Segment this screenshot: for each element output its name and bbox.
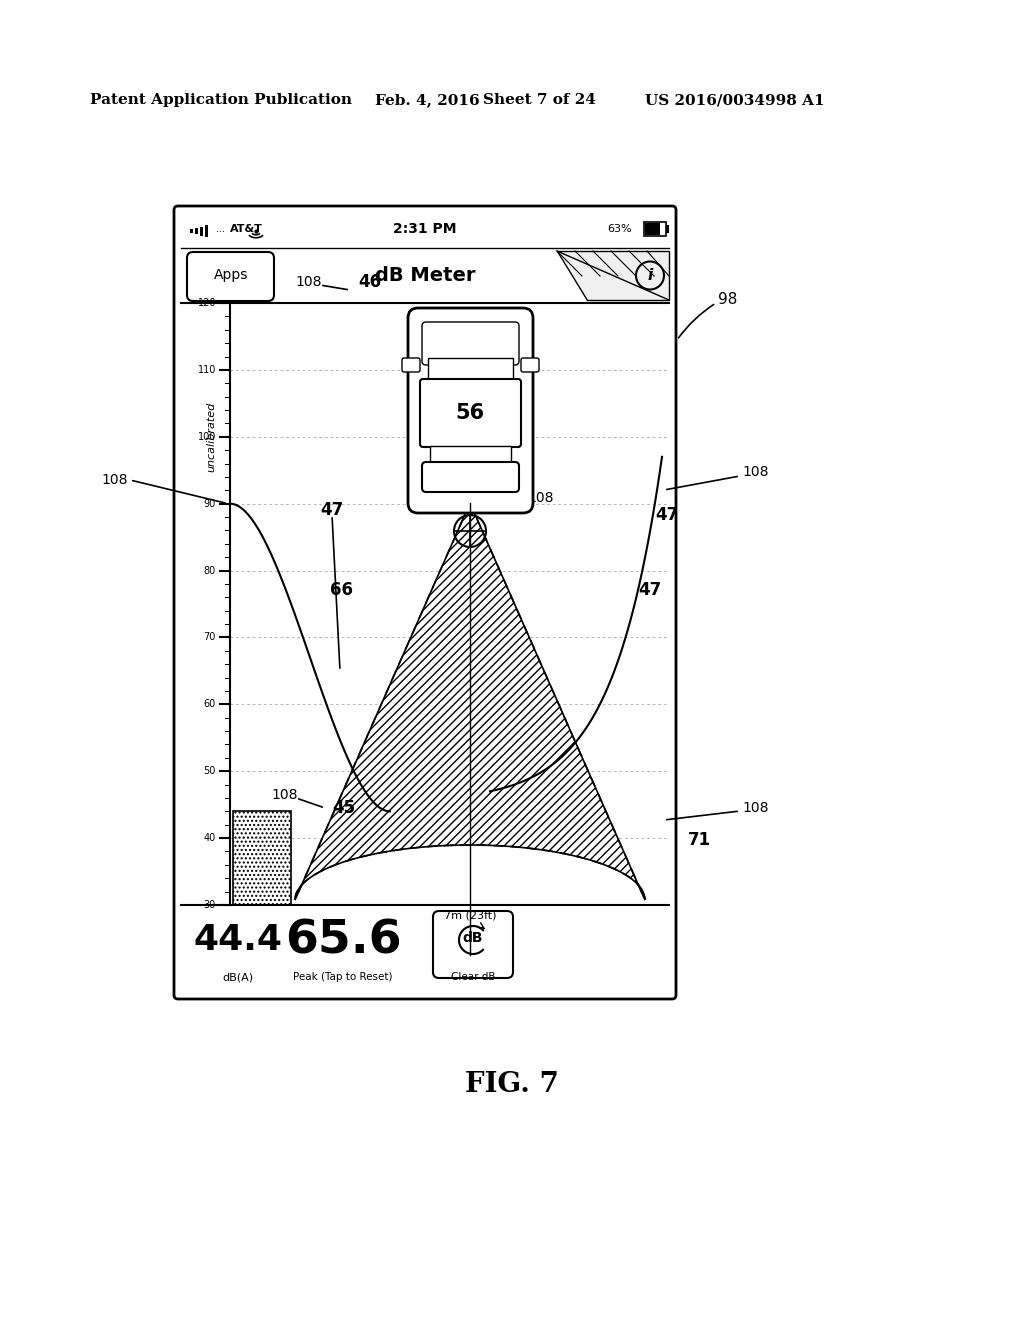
Bar xyxy=(666,224,669,234)
FancyBboxPatch shape xyxy=(521,358,539,372)
Text: i: i xyxy=(647,268,652,282)
FancyBboxPatch shape xyxy=(408,308,534,513)
Text: dB: dB xyxy=(463,931,483,945)
Text: 70: 70 xyxy=(204,632,216,643)
FancyBboxPatch shape xyxy=(402,358,420,372)
Text: Sheet 7 of 24: Sheet 7 of 24 xyxy=(483,92,596,107)
FancyBboxPatch shape xyxy=(422,322,519,366)
Bar xyxy=(205,224,208,238)
FancyBboxPatch shape xyxy=(433,911,513,978)
Text: 90: 90 xyxy=(204,499,216,508)
Text: 98: 98 xyxy=(718,293,737,308)
Text: Patent Application Publication: Patent Application Publication xyxy=(90,92,352,107)
Text: 108: 108 xyxy=(742,465,768,479)
Text: dB Meter: dB Meter xyxy=(375,267,475,285)
Text: 108: 108 xyxy=(527,491,554,506)
Text: 71: 71 xyxy=(688,832,711,849)
Text: 63%: 63% xyxy=(607,224,632,234)
Text: 60: 60 xyxy=(204,700,216,709)
Text: Clear dB: Clear dB xyxy=(451,972,496,982)
Text: FIG. 7: FIG. 7 xyxy=(465,1072,559,1098)
FancyBboxPatch shape xyxy=(174,206,676,999)
Text: Peak (Tap to Reset): Peak (Tap to Reset) xyxy=(293,972,393,982)
Text: Apps: Apps xyxy=(214,268,248,282)
Text: dB(A): dB(A) xyxy=(222,972,254,982)
Text: US 2016/0034998 A1: US 2016/0034998 A1 xyxy=(645,92,824,107)
Text: AT&T: AT&T xyxy=(230,224,263,234)
Bar xyxy=(233,812,291,906)
Text: 80: 80 xyxy=(204,565,216,576)
Text: 110: 110 xyxy=(198,364,216,375)
Text: 66: 66 xyxy=(330,581,353,599)
Text: 50: 50 xyxy=(204,766,216,776)
Text: 108: 108 xyxy=(742,801,768,814)
Text: 56: 56 xyxy=(456,403,484,422)
Text: 46: 46 xyxy=(358,273,381,290)
Text: ...: ... xyxy=(216,224,225,234)
FancyBboxPatch shape xyxy=(422,462,519,492)
Text: 30: 30 xyxy=(204,900,216,909)
Text: 45: 45 xyxy=(332,799,355,817)
Text: 108: 108 xyxy=(296,275,322,289)
Text: 2:31 PM: 2:31 PM xyxy=(393,222,457,236)
Text: Feb. 4, 2016: Feb. 4, 2016 xyxy=(375,92,479,107)
Bar xyxy=(645,223,660,235)
Text: 108: 108 xyxy=(271,788,298,803)
Text: 100: 100 xyxy=(198,432,216,442)
Text: 40: 40 xyxy=(204,833,216,843)
Text: 47: 47 xyxy=(655,506,678,524)
Text: 120: 120 xyxy=(198,298,216,308)
Text: 47: 47 xyxy=(638,581,662,599)
Bar xyxy=(644,222,666,236)
FancyBboxPatch shape xyxy=(420,379,521,447)
Bar xyxy=(428,358,513,380)
FancyBboxPatch shape xyxy=(187,252,274,301)
Text: uncalibrated: uncalibrated xyxy=(206,401,216,473)
Bar xyxy=(430,446,511,466)
Bar xyxy=(190,228,193,234)
Text: 44.4: 44.4 xyxy=(194,924,283,957)
Text: 65.6: 65.6 xyxy=(285,917,401,964)
Text: 7m (23ft): 7m (23ft) xyxy=(443,909,497,920)
Text: 47: 47 xyxy=(319,502,343,519)
Text: 108: 108 xyxy=(101,473,128,487)
Polygon shape xyxy=(295,503,645,900)
Bar xyxy=(195,228,198,234)
Polygon shape xyxy=(557,251,669,300)
Bar xyxy=(200,227,203,235)
